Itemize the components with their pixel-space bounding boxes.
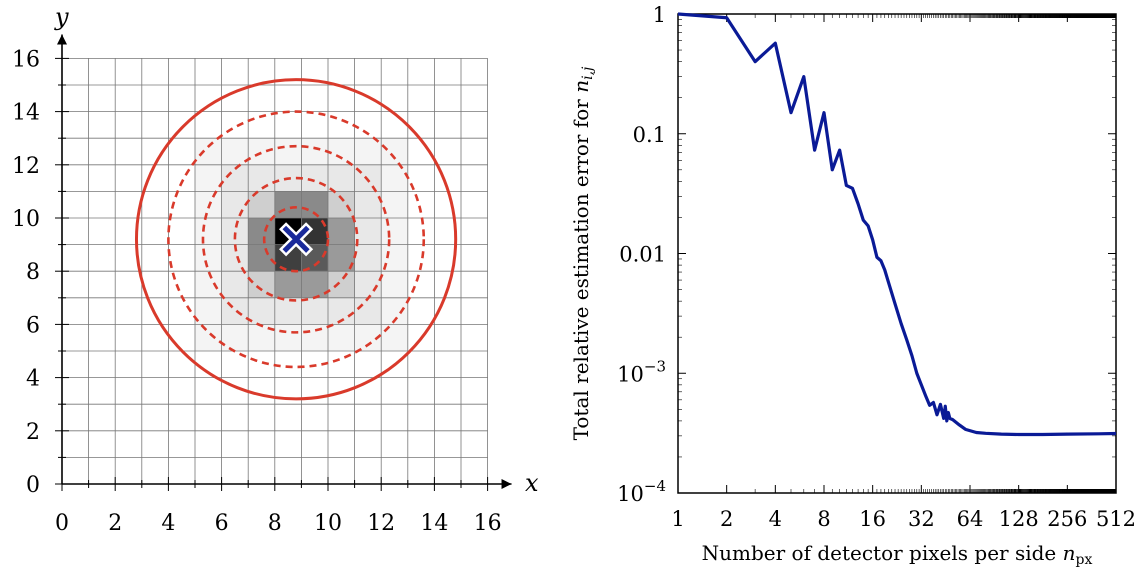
x-axis-label-var: n <box>1063 541 1076 565</box>
x-tick-label: 6 <box>215 511 229 536</box>
y-tick-label: 10−4 <box>617 477 666 506</box>
x-tick-label: 4 <box>769 507 782 531</box>
y-axis-label: y <box>54 3 69 31</box>
dashed-circle <box>201 144 391 334</box>
x-tick-label: 512 <box>1096 507 1136 531</box>
center-marker <box>282 225 310 253</box>
x-tick-label: 4 <box>161 511 175 536</box>
dashed-circle <box>167 110 426 369</box>
x-tick-label: 0 <box>55 511 69 536</box>
y-tick-exponent: −4 <box>644 477 666 495</box>
plot-frame <box>677 13 1117 494</box>
dashed-circle <box>233 176 359 302</box>
y-tick-exponent: −3 <box>644 357 666 375</box>
y-tick-label: 1 <box>653 3 666 27</box>
x-tick-label: 128 <box>999 507 1039 531</box>
x-tick-label: 64 <box>957 507 984 531</box>
x-tick-label: 32 <box>908 507 935 531</box>
y-tick-label: 10 <box>12 207 40 232</box>
y-tick-base: 10 <box>617 362 644 386</box>
dashed-circle <box>262 206 330 273</box>
error-series-line <box>677 12 1117 437</box>
y-axis-label: Total relative estimation error for ni,j <box>569 66 596 440</box>
y-axis-label-sub: i,j <box>580 66 596 80</box>
x-axis-label-sub: px <box>1076 552 1093 567</box>
right-chart-panel: 1 2 4 8 16 32 64 128 256 51210.10.0110−310−4Numbe… <box>569 3 1136 567</box>
y-tick-label: 6 <box>26 313 40 338</box>
y-tick-label: 0 <box>26 473 40 498</box>
y-axis-arrow <box>57 34 67 45</box>
x-axis-label: x <box>525 469 539 497</box>
x-tick-label: 8 <box>817 507 830 531</box>
x-tick-label: 8 <box>268 511 282 536</box>
x-tick-label: 10 <box>314 511 342 536</box>
x-tick-label: 2 <box>720 507 733 531</box>
y-tick-label: 4 <box>26 367 40 392</box>
y-axis-label-var: n <box>569 80 593 93</box>
solid-circle <box>134 78 458 401</box>
x-tick-label: 12 <box>367 511 395 536</box>
x-axis-label: Number of detector pixels per side npx <box>702 541 1093 567</box>
y-tick-label: 12 <box>12 154 40 179</box>
y-tick-label: 16 <box>12 47 40 72</box>
x-tick-label: 256 <box>1047 507 1087 531</box>
y-axis-label-text: Total relative estimation error for <box>569 93 593 441</box>
x-tick-label: 1 <box>671 507 684 531</box>
y-tick-label: 0.01 <box>619 243 666 267</box>
left-chart-panel: 0 2 4 6 8 10 12 14 16 0 2 4 6 8 10 12 14 16 x y <box>12 3 539 536</box>
x-tick-label: 16 <box>474 511 502 536</box>
y-tick-label: 0.1 <box>633 123 666 147</box>
y-tick-base: 10 <box>617 482 644 506</box>
y-tick-label: 8 <box>26 260 40 285</box>
x-tick-label: 14 <box>420 511 448 536</box>
y-tick-label: 14 <box>12 101 40 126</box>
x-tick-label: 16 <box>859 507 886 531</box>
y-tick-label: 2 <box>26 420 40 445</box>
x-tick-label: 2 <box>108 511 122 536</box>
x-axis-arrow <box>501 479 512 489</box>
y-tick-label: 10−3 <box>617 357 666 386</box>
x-axis-label-text: Number of detector pixels per side <box>702 541 1063 565</box>
